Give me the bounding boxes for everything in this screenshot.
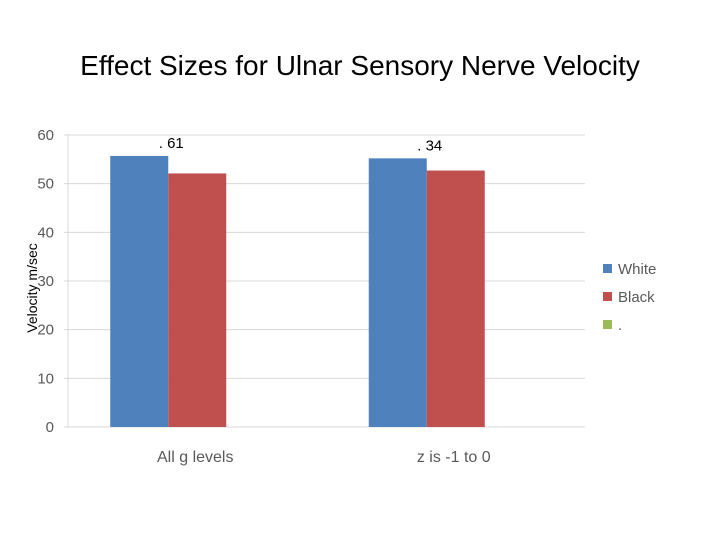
y-tick-label: 40 — [37, 224, 54, 241]
category-label: All g levels — [157, 449, 233, 466]
legend-label: Black — [618, 289, 655, 306]
bar-black — [168, 173, 227, 427]
bar-white — [368, 158, 427, 428]
legend-label: . — [618, 317, 622, 334]
legend-swatch — [603, 292, 612, 301]
chart-title: Effect Sizes for Ulnar Sensory Nerve Vel… — [80, 50, 640, 81]
legend-swatch — [603, 264, 612, 273]
data-label: . 34 — [417, 137, 442, 154]
y-tick-label: 50 — [37, 176, 54, 193]
y-tick-label: 0 — [46, 419, 54, 436]
data-labels: . 61 . 34 — [159, 135, 443, 154]
legend-swatch — [603, 320, 612, 329]
bar-black — [426, 170, 485, 427]
bars — [110, 155, 485, 428]
category-labels: All g levels z is -1 to 0 — [157, 449, 491, 466]
data-label: . 61 — [159, 135, 184, 152]
y-axis-title: Velocity m/sec — [24, 243, 40, 332]
y-tick-labels: 0 10 20 30 40 50 60 — [37, 127, 54, 436]
legend-label: White — [618, 261, 656, 278]
y-tick-label: 20 — [37, 322, 54, 339]
bar-white — [110, 155, 169, 427]
y-tick-label: 60 — [37, 127, 54, 144]
y-tick-label: 30 — [37, 273, 54, 290]
legend: White Black. — [603, 261, 656, 334]
y-tick-label: 10 — [37, 370, 54, 387]
category-label: z is -1 to 0 — [417, 449, 491, 466]
